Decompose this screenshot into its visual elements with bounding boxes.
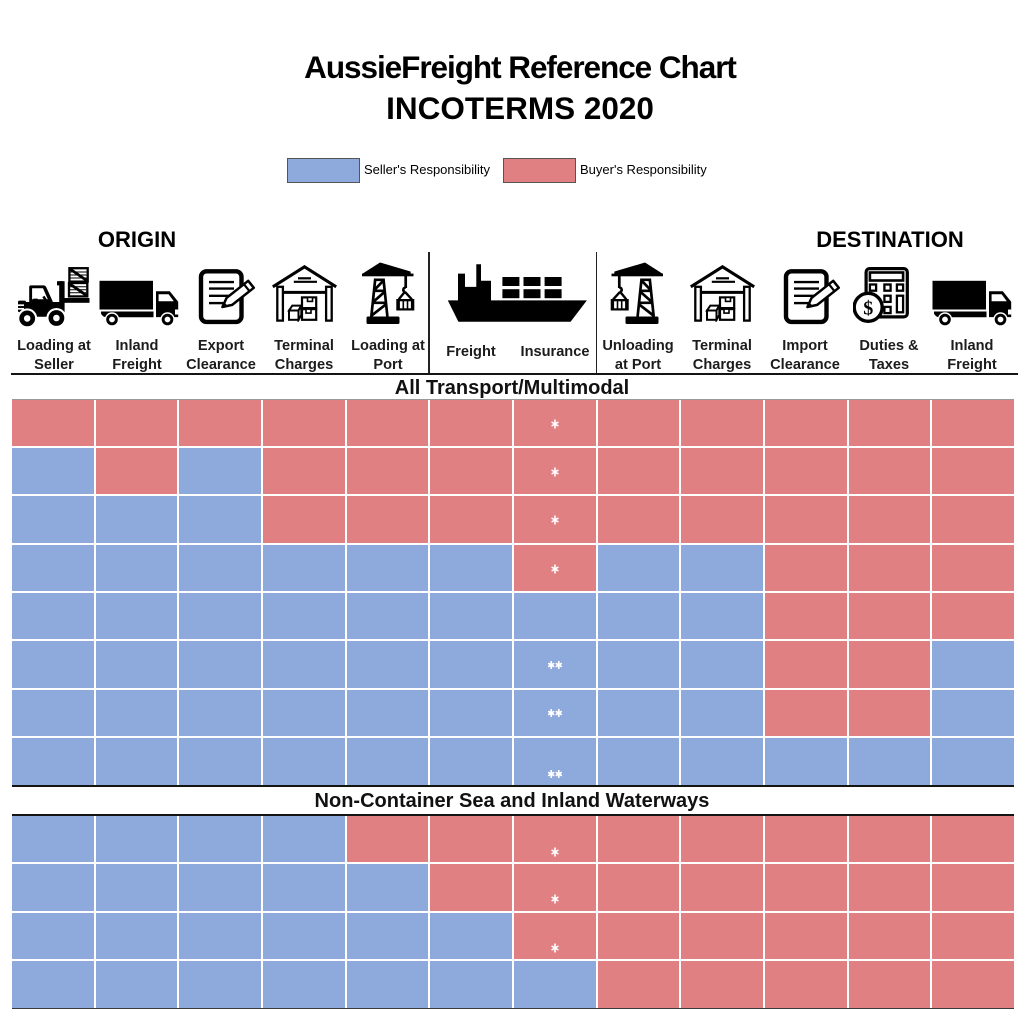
svg-text:$: $ — [863, 297, 873, 319]
